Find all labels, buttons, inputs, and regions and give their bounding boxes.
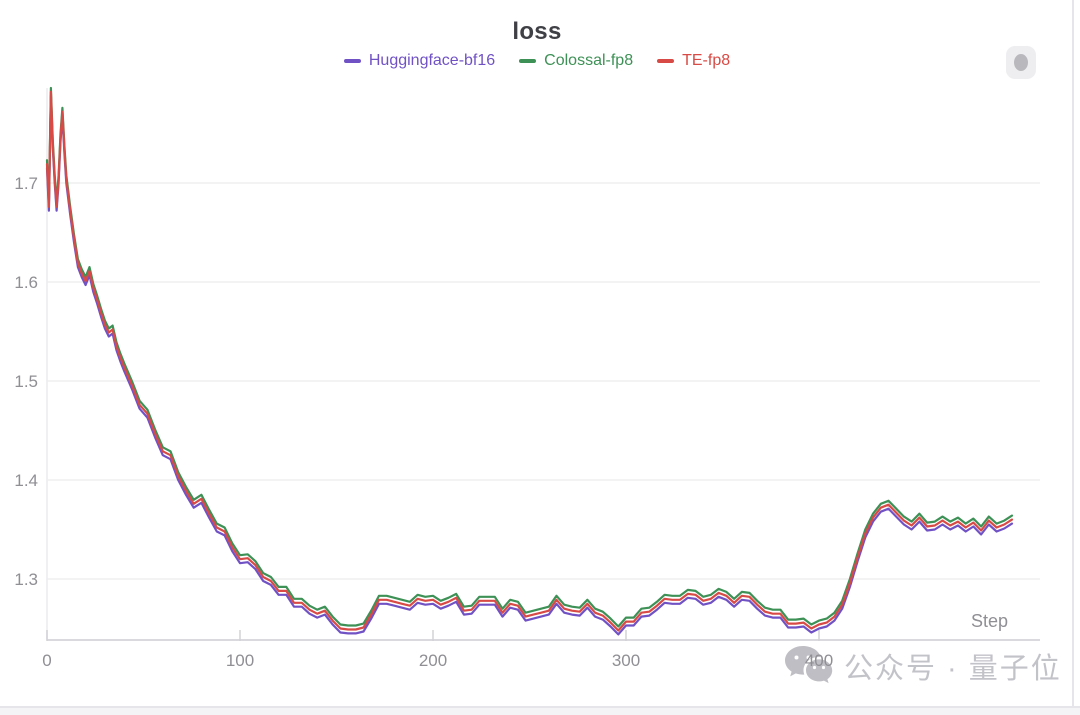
legend-item-te-fp8[interactable]: TE-fp8 <box>657 52 730 70</box>
x-tick-label: 0 <box>42 651 52 670</box>
legend: Huggingface-bf16 Colossal-fp8 TE-fp8 <box>0 52 1074 70</box>
legend-label: Colossal-fp8 <box>544 52 634 69</box>
x-tick-label: 300 <box>611 651 641 670</box>
y-tick-label: 1.3 <box>14 570 38 589</box>
chart-title: loss <box>512 18 562 45</box>
y-tick-label: 1.6 <box>14 273 38 292</box>
series-line-colossal-fp8 <box>45 86 1014 628</box>
legend-item-colossal-fp8[interactable]: Colossal-fp8 <box>519 52 633 70</box>
legend-line-marker-icon <box>343 59 361 63</box>
series-line-huggingface-bf16 <box>45 94 1014 636</box>
series-line-te-fp8 <box>45 90 1014 632</box>
legend-label: Huggingface-bf16 <box>368 52 496 69</box>
legend-line-marker-icon <box>519 59 537 63</box>
y-tick-label: 1.4 <box>14 471 38 490</box>
x-axis-title: Step <box>970 611 1008 631</box>
outer-background <box>0 708 1080 715</box>
legend-line-marker-icon <box>657 59 675 63</box>
panel-right-border <box>1072 0 1074 708</box>
legend-label: TE-fp8 <box>682 52 731 69</box>
watermark-text: 公众号 · 量子位 <box>844 653 1062 685</box>
watermark: 公众号 · 量子位 <box>782 642 1062 690</box>
scroll-indicator[interactable] <box>1006 46 1036 79</box>
panel-bottom-border <box>0 706 1080 708</box>
x-tick-label: 200 <box>418 651 448 670</box>
legend-item-huggingface-bf16[interactable]: Huggingface-bf16 <box>343 52 496 70</box>
y-tick-label: 1.7 <box>14 174 38 193</box>
wechat-logo-icon <box>785 646 833 684</box>
x-tick-label: 400 <box>804 651 834 670</box>
scroll-indicator-dot <box>1014 54 1028 71</box>
y-tick-label: 1.5 <box>14 372 38 391</box>
x-tick-label: 100 <box>225 651 255 670</box>
